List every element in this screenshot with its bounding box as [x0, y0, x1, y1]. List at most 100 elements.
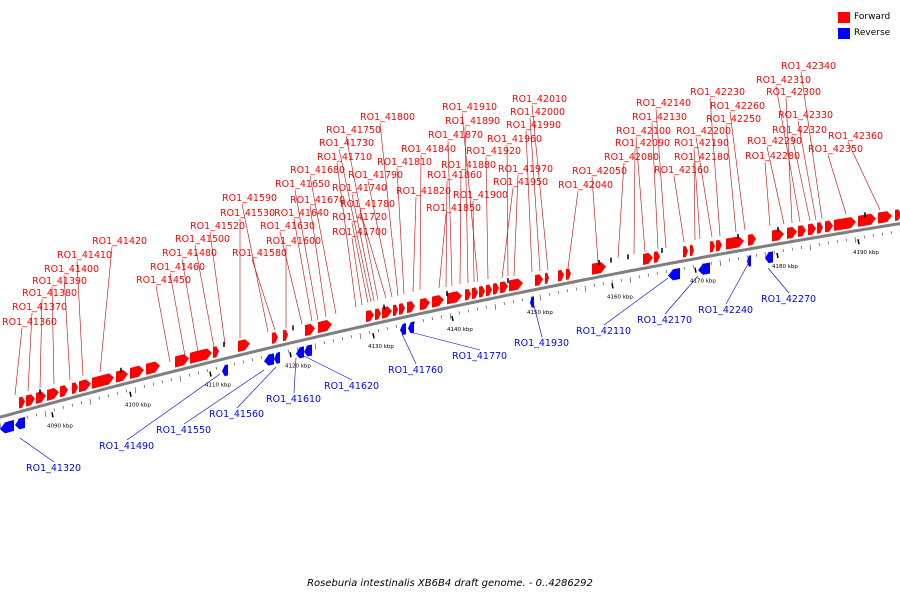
- reverse-swatch: [838, 27, 850, 39]
- scale-tick: [197, 371, 200, 375]
- forward-gene-label: RO1_41380: [22, 288, 77, 299]
- forward-gene-arrow: [808, 223, 816, 236]
- scale-label: 4100 kbp: [125, 403, 151, 409]
- reverse-gene-label: RO1_41550: [156, 425, 211, 436]
- forward-gene-label: RO1_42300: [766, 87, 821, 98]
- forward-gene-label: RO1_41800: [360, 112, 415, 123]
- forward-gene-label: RO1_42330: [778, 110, 833, 121]
- forward-gene-arrow-shape: [472, 287, 478, 300]
- forward-leader-line: [775, 85, 801, 223]
- forward-leader-line: [63, 274, 71, 381]
- reverse-gene-arrow: [264, 353, 274, 366]
- forward-gene-label: RO1_42160: [654, 165, 709, 176]
- reverse-gene-arrow: [698, 262, 710, 275]
- forward-gene-label: RO1_42250: [706, 114, 761, 125]
- scale-label: 4180 kbp: [772, 264, 798, 270]
- scale-label: 4190 kbp: [853, 250, 879, 256]
- forward-gene-arrow: [710, 241, 715, 253]
- scale-tick: [134, 387, 137, 394]
- forward-gene-label: RO1_41780: [340, 199, 395, 210]
- scale-tick: [503, 301, 506, 306]
- forward-gene-arrow: [895, 209, 900, 221]
- reverse-gene-label: RO1_41610: [266, 394, 321, 405]
- forward-gene-arrow-shape: [190, 348, 212, 364]
- forward-gene-arrow-shape: [305, 323, 315, 337]
- forward-gene-arrow-shape: [535, 274, 543, 287]
- forward-gene-arrow-shape: [116, 369, 128, 383]
- forward-gene-label: RO1_41740: [332, 183, 387, 194]
- forward-gene-arrow-shape: [895, 209, 900, 221]
- forward-gene-arrow: [825, 220, 833, 233]
- forward-leader-line: [513, 174, 519, 277]
- forward-gene-arrow-shape: [318, 320, 332, 334]
- forward-gene-label: RO1_42050: [572, 166, 627, 177]
- reverse-leader-line: [303, 355, 353, 381]
- scale-major-tick: [129, 391, 132, 397]
- scale-tick: [260, 355, 263, 360]
- forward-leader-line: [351, 222, 369, 304]
- scale-tick: [287, 349, 290, 353]
- scale-tick: [539, 294, 542, 301]
- scale-tick: [53, 408, 56, 412]
- forward-gene-arrow-shape: [479, 285, 485, 298]
- forward-gene-arrow: [535, 274, 543, 287]
- forward-gene-label: RO1_41900: [453, 190, 508, 201]
- forward-leader-line: [445, 180, 448, 288]
- scale-tick: [881, 232, 884, 236]
- reverse-gene-arrow-shape: [747, 255, 751, 267]
- forward-leader-line: [279, 231, 303, 325]
- scale-tick: [152, 382, 155, 386]
- reverse-gene-arrow-shape: [0, 419, 14, 434]
- forward-gene-label: RO1_42260: [710, 101, 765, 112]
- forward-gene-arrow: [26, 394, 35, 407]
- scale-tick: [125, 389, 128, 393]
- forward-gene-arrow-shape: [643, 252, 653, 265]
- forward-gene-arrow: [772, 229, 784, 242]
- reverse-gene-arrow: [765, 251, 773, 264]
- reverse-gene-label: RO1_41930: [514, 338, 569, 349]
- forward-gene-label: RO1_41910: [442, 102, 497, 113]
- forward-leader-line: [591, 176, 599, 263]
- forward-gene-arrow-shape: [366, 310, 374, 323]
- forward-gene-arrow: [238, 339, 250, 352]
- forward-gene-arrow-shape: [834, 217, 856, 231]
- forward-leader-line: [529, 117, 541, 272]
- reverse-gene-label: RO1_42240: [698, 305, 753, 316]
- forward-gene-label: RO1_41650: [275, 179, 330, 190]
- forward-leader-line: [438, 213, 447, 289]
- forward-gene-arrow-shape: [375, 308, 381, 321]
- reverse-leader-line: [603, 277, 669, 326]
- reverse-gene-arrow: [400, 323, 406, 336]
- scale-tick: [773, 250, 776, 254]
- forward-leader-line: [766, 146, 785, 225]
- forward-leader-line: [76, 260, 84, 377]
- scale-tick: [521, 298, 524, 302]
- forward-gene-arrow-shape: [772, 229, 784, 242]
- forward-leader-line: [655, 108, 667, 249]
- scale-tick: [872, 233, 875, 238]
- scale-label: 4130 kbp: [368, 344, 394, 350]
- forward-gene-label: RO1_42090: [615, 138, 670, 149]
- forward-gene-label: RO1_41590: [222, 193, 277, 204]
- forward-gene-label: RO1_41730: [319, 138, 374, 149]
- forward-gene-arrow-shape: [213, 346, 219, 359]
- forward-gene-arrow-shape: [592, 262, 606, 275]
- forward-gene-label: RO1_42290: [747, 136, 802, 147]
- scale-tick: [413, 320, 416, 325]
- forward-gene-arrow-shape: [858, 213, 876, 227]
- scale-tick: [377, 328, 380, 333]
- forward-leader-line: [651, 122, 659, 250]
- reverse-leader-line: [725, 263, 749, 305]
- legend: Forward Reverse: [838, 9, 900, 41]
- scale-tick: [26, 415, 29, 419]
- scale-tick: [548, 292, 551, 296]
- forward-gene-label: RO1_41670: [290, 195, 345, 206]
- forward-gene-arrow-shape: [283, 329, 288, 342]
- reverse-gene-label: RO1_42110: [576, 326, 631, 337]
- scale-tick: [683, 266, 686, 270]
- scale-tick: [728, 258, 731, 262]
- forward-gene-arrow: [493, 283, 499, 295]
- forward-leader-line: [617, 162, 625, 259]
- scale-tick: [611, 280, 614, 284]
